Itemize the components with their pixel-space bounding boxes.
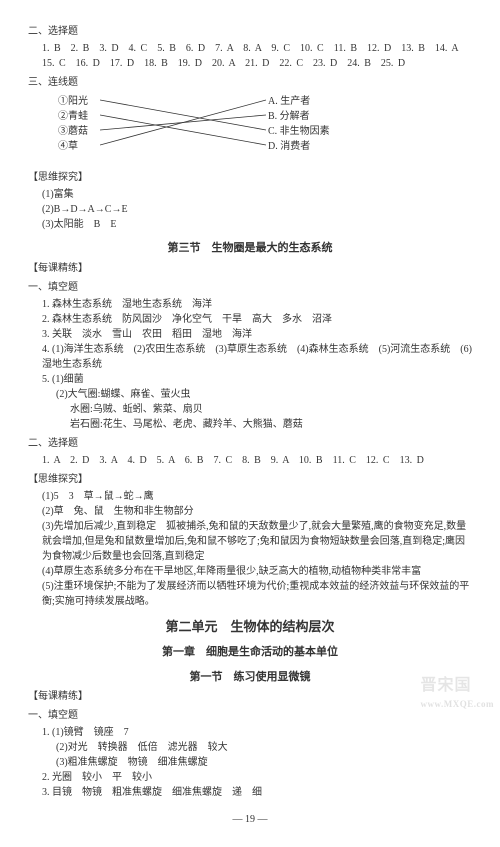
watermark: 晋宋国 www.MXQE.com xyxy=(421,674,495,712)
mc2-answers: 1. A 2. D 3. A 4. D 5. A 6. B 7. C 8. B … xyxy=(42,453,472,468)
unit2-ch1: 第一章 细胞是生命活动的基本单位 xyxy=(28,644,472,661)
match-right-3: C. 非生物因素 xyxy=(268,124,330,139)
explore-2-i3: (3)先增加后减少,直到稳定 狐被捕杀,兔和鼠的天敌数量少了,就会大量繁殖,鹰的… xyxy=(42,519,472,564)
watermark-sub: www.MXQE.com xyxy=(421,698,495,712)
fill2-label: 一、填空题 xyxy=(28,708,472,723)
match-line-2 xyxy=(100,115,266,145)
explore-2-i5: (5)注重环境保护;不能为了发展经济而以牺牲环境为代价;重视成本效益的经济效益与… xyxy=(42,579,472,609)
matching-diagram: ①阳光 ②青蛙 ③蘑菇 ④草 A. 生产者 B. 分解者 C. 非生物因素 D.… xyxy=(58,94,472,166)
practice-bracket-2: 【每课精练】 xyxy=(28,689,472,704)
match-right-1: A. 生产者 xyxy=(268,94,330,109)
match-left-3: ③蘑菇 xyxy=(58,124,88,139)
fill-label-1: 一、填空题 xyxy=(28,280,472,295)
match-left-2: ②青蛙 xyxy=(58,109,88,124)
fill-q3: 3. 关联 淡水 雪山 农田 稻田 湿地 海洋 xyxy=(42,327,472,342)
fill-q5-4: 岩石圈:花生、马尾松、老虎、藏羚羊、大熊猫、蘑菇 xyxy=(70,417,472,432)
matching-right-col: A. 生产者 B. 分解者 C. 非生物因素 D. 消费者 xyxy=(268,94,330,154)
unit2-sec1: 第一节 练习使用显微镜 xyxy=(28,669,472,686)
explore-2-i2: (2)草 兔、鼠 生物和非生物部分 xyxy=(42,504,472,519)
fill-q2: 2. 森林生态系统 防风固沙 净化空气 干旱 高大 多水 沼泽 xyxy=(42,312,472,327)
fill-q4: 4. (1)海洋生态系统 (2)农田生态系统 (3)草原生态系统 (4)森林生态… xyxy=(42,342,472,372)
unit2-title: 第二单元 生物体的结构层次 xyxy=(28,617,472,637)
fill-q5-3: 水圈:乌贼、蚯蚓、紫菜、扇贝 xyxy=(70,402,472,417)
match-left-4: ④草 xyxy=(58,139,88,154)
watermark-text: 晋宋国 xyxy=(421,677,472,694)
section-2-label: 二、选择题 xyxy=(28,24,472,39)
match-line-1 xyxy=(100,100,266,130)
section-2-answers: 1. B 2. B 3. D 4. C 5. B 6. D 7. A 8. A … xyxy=(42,41,472,71)
explore-1-item-1: (1)富集 xyxy=(42,187,472,202)
explore-2-i4: (4)草原生态系统多分布在干旱地区,年降雨量很少,缺乏高大的植物,动植物种类非常… xyxy=(42,564,472,579)
fill-q1: 1. 森林生态系统 湿地生态系统 海洋 xyxy=(42,297,472,312)
explore-1-item-3: (3)太阳能 B E xyxy=(42,217,472,232)
explore-1-item-2: (2)B→D→A→C→E xyxy=(42,202,472,217)
fill2-q1-2: (2)对光 转换器 低倍 滤光器 较大 xyxy=(56,740,472,755)
match-right-4: D. 消费者 xyxy=(268,139,330,154)
match-right-2: B. 分解者 xyxy=(268,109,330,124)
fill2-q2: 2. 光圈 较小 平 较小 xyxy=(42,770,472,785)
fill2-q1-3: (3)粗准焦螺旋 物镜 细准焦螺旋 xyxy=(56,755,472,770)
mc2-label: 二、选择题 xyxy=(28,436,472,451)
section-3-label: 三、连线题 xyxy=(28,75,472,90)
explore-2-bracket: 【思维探究】 xyxy=(28,472,472,487)
fill2-q3: 3. 目镜 物镜 粗准焦螺旋 细准焦螺旋 递 细 xyxy=(42,785,472,800)
fill-q5-1: 5. (1)细菌 xyxy=(42,372,472,387)
explore-1-bracket: 【思维探究】 xyxy=(28,170,472,185)
fill-q5-2: (2)大气圈:蝴蝶、麻雀、萤火虫 xyxy=(56,387,472,402)
practice-bracket-1: 【每课精练】 xyxy=(28,261,472,276)
matching-left-col: ①阳光 ②青蛙 ③蘑菇 ④草 xyxy=(58,94,88,154)
section-3-title: 第三节 生物圈是最大的生态系统 xyxy=(28,240,472,257)
match-line-4 xyxy=(100,100,266,145)
explore-2-i1: (1)5 3 草→鼠→蛇→鹰 xyxy=(42,489,472,504)
page-number: — 19 — xyxy=(28,812,472,827)
matching-lines-svg xyxy=(100,94,268,154)
match-left-1: ①阳光 xyxy=(58,94,88,109)
fill2-q1-1: 1. (1)镜臂 镜座 7 xyxy=(42,725,472,740)
